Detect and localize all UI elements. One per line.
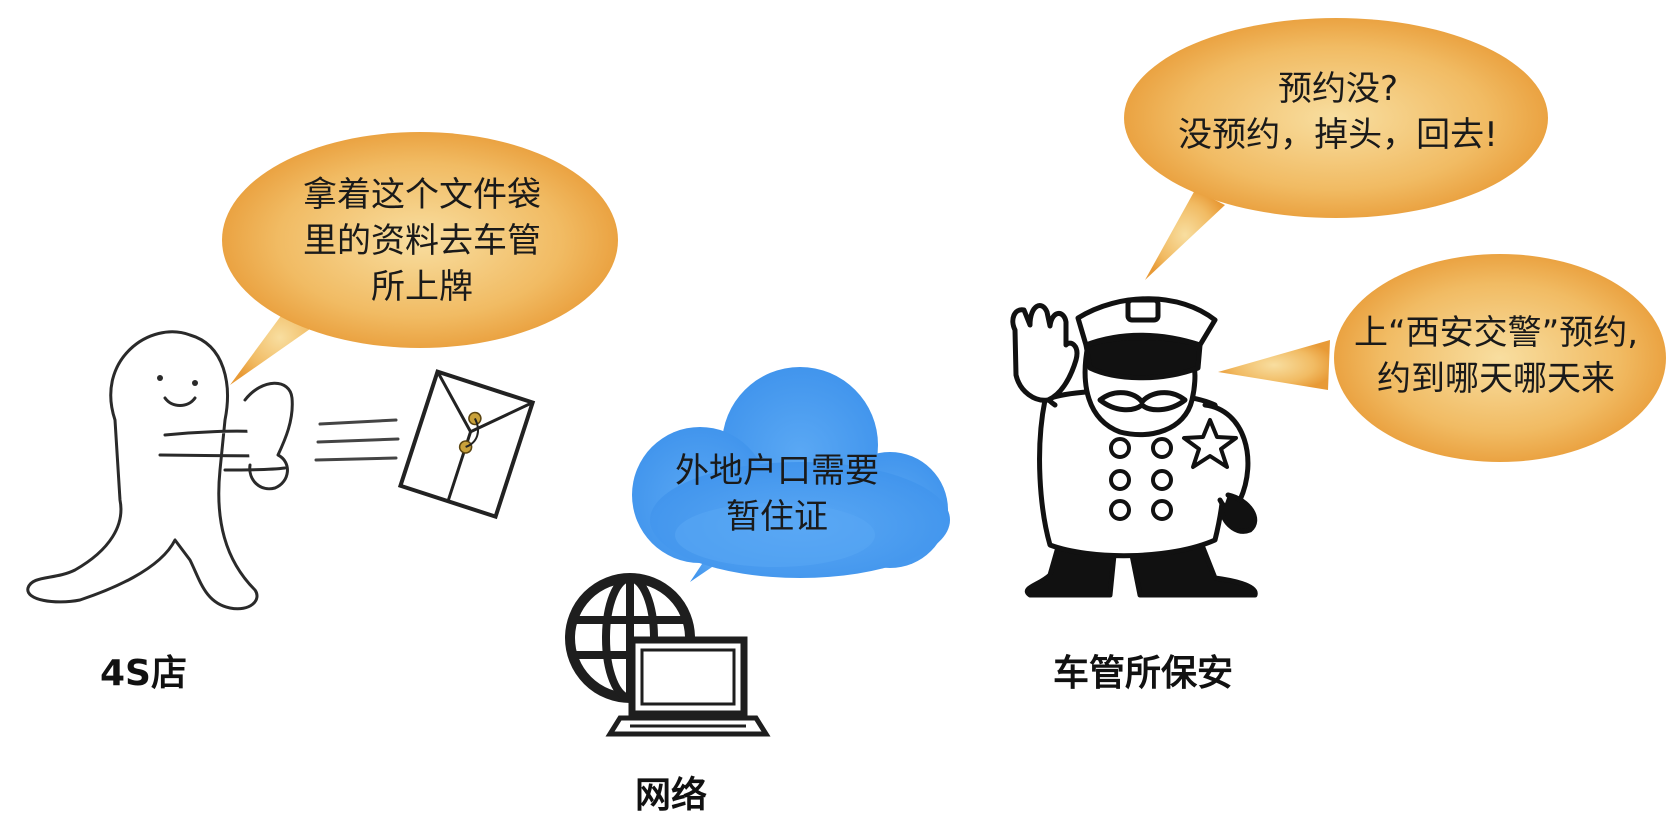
motion-lines — [314, 418, 400, 462]
guard-top-speech-text: 预约没? 没预约，掉头，回去! — [1178, 69, 1498, 155]
globe-laptop-icon — [565, 573, 771, 737]
network-cloud-bubble — [632, 367, 950, 582]
network-cloud-text: 外地户口需要 暂住证 — [675, 451, 879, 537]
guard-right-speech-text: 上“西安交警”预约, 约到哪天哪天来 — [1353, 313, 1639, 399]
guard-caption: 车管所保安 — [1053, 653, 1234, 694]
network-caption: 网络 — [635, 775, 708, 816]
waving-blob-character-icon — [26, 330, 294, 611]
guard-speech-bubble-top — [1124, 18, 1548, 280]
shop-speech-bubble — [222, 132, 618, 385]
police-officer-stop-icon — [1010, 296, 1258, 598]
document-envelope-icon — [397, 369, 536, 520]
guard-speech-bubble-right — [1218, 254, 1666, 462]
shop-caption: 4S店 — [100, 653, 187, 694]
shop-speech-text: 拿着这个文件袋 里的资料去车管 所上牌 — [303, 175, 541, 307]
